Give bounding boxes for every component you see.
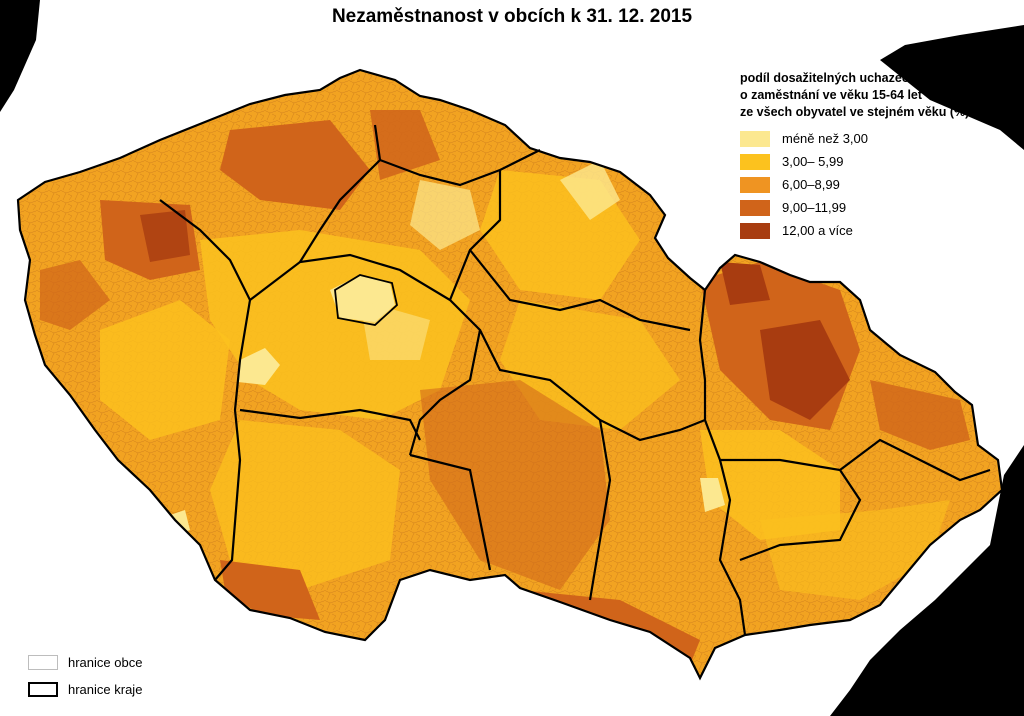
legend-title-line: podíl dosažitelných uchazečů [740, 71, 917, 85]
legend-label: 6,00–8,99 [782, 177, 840, 192]
legend-swatch [740, 199, 770, 216]
region-boundaries [16, 68, 1004, 680]
boundary-label: hranice kraje [68, 682, 143, 697]
legend-label: 9,00–11,99 [782, 200, 847, 215]
boundary-legend-item: hranice kraje [28, 676, 142, 703]
region-boundary-swatch [28, 682, 58, 697]
legend-label: 3,00– 5,99 [782, 154, 844, 169]
legend-swatch [740, 130, 770, 147]
legend-item: méně než 3,00 [740, 127, 868, 150]
paper-edge-shadow [0, 0, 40, 112]
legend-swatch [740, 222, 770, 239]
municipality-boundary-swatch [28, 655, 58, 670]
legend-label: 12,00 a více [782, 223, 853, 238]
legend: méně než 3,00 3,00– 5,99 6,00–8,99 9,00–… [740, 127, 868, 242]
legend-swatch [740, 153, 770, 170]
boundary-legend-item: hranice obce [28, 649, 142, 676]
legend-item: 9,00–11,99 [740, 196, 868, 219]
legend-title-line: o zaměstnání ve věku 15-64 let [740, 88, 923, 102]
legend-item: 3,00– 5,99 [740, 150, 868, 173]
boundary-label: hranice obce [68, 655, 143, 670]
legend-label: méně než 3,00 [782, 131, 869, 146]
legend-title-line: ze všech obyvatel ve stejném věku (%) [740, 105, 970, 119]
legend-item: 6,00–8,99 [740, 173, 868, 196]
legend-title: podíl dosažitelných uchazečů o zaměstnán… [740, 70, 1020, 121]
legend-item: 12,00 a více [740, 219, 868, 242]
boundary-legend: hranice obce hranice kraje [28, 649, 142, 703]
legend-swatch [740, 176, 770, 193]
map-title: Nezaměstnanost v obcích k 31. 12. 2015 [331, 6, 693, 27]
